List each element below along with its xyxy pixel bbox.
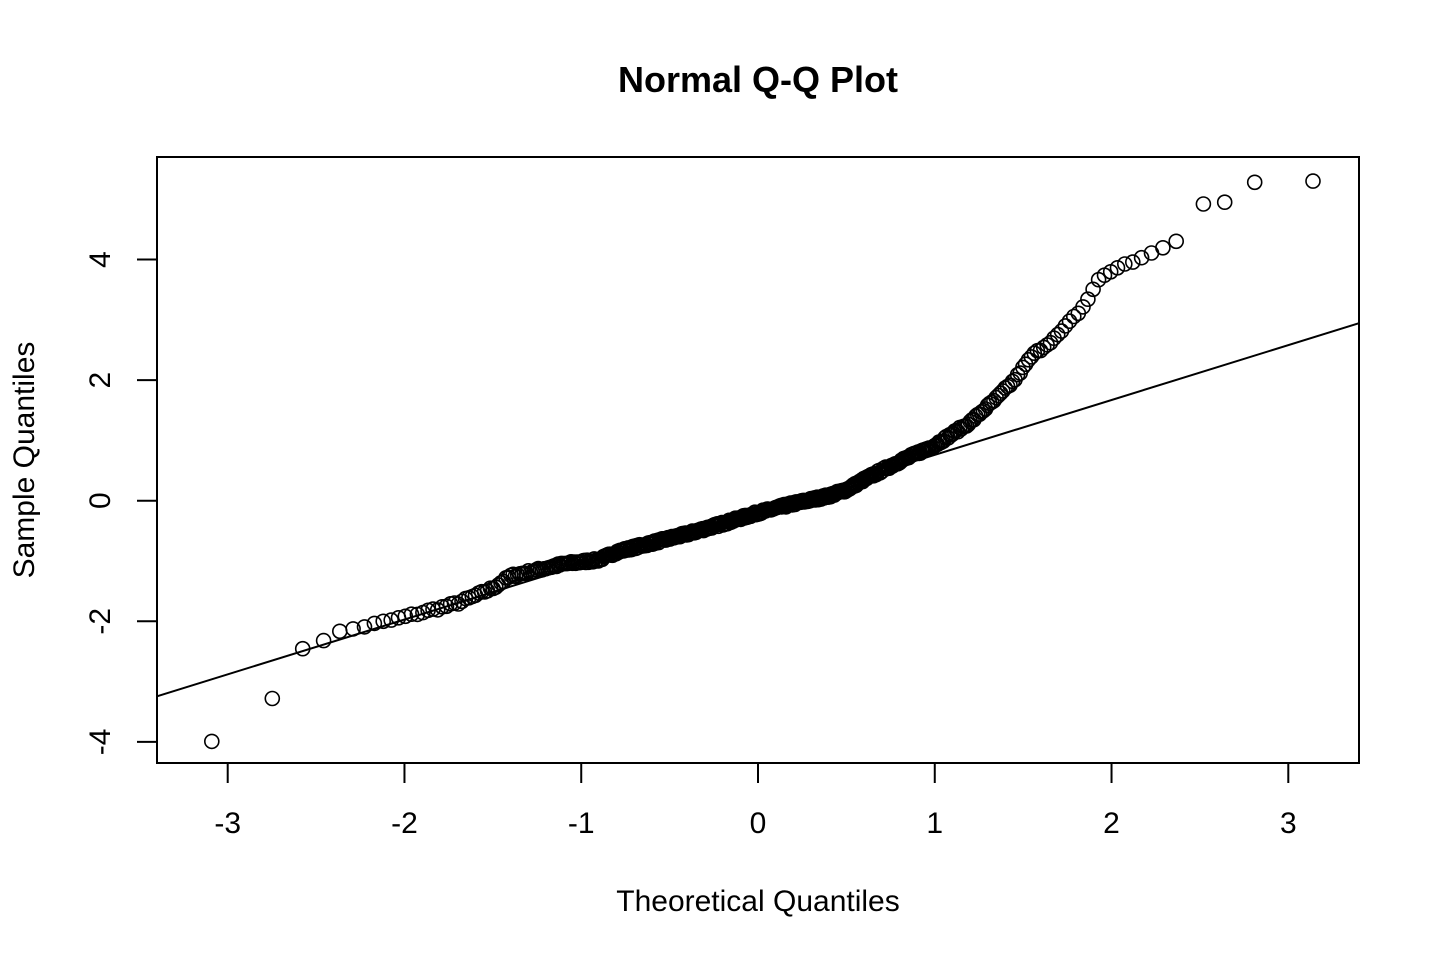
x-tick-label: -2	[391, 807, 418, 840]
data-point	[1075, 299, 1091, 315]
x-tick-label: 2	[1103, 807, 1120, 840]
data-points	[204, 173, 1321, 750]
y-axis-label: Sample Quantiles	[8, 342, 41, 579]
data-point	[1002, 377, 1018, 394]
x-tick-label: 3	[1280, 807, 1297, 840]
y-tick-label: -2	[84, 608, 117, 635]
y-tick-label: -4	[84, 729, 117, 756]
x-axis-label: Theoretical Quantiles	[616, 885, 899, 918]
data-point	[375, 613, 392, 630]
y-tick-label: 0	[84, 492, 117, 509]
data-point	[1080, 291, 1096, 308]
data-point	[1049, 326, 1066, 343]
data-point	[204, 733, 220, 750]
data-point	[438, 598, 455, 615]
data-point	[366, 615, 383, 632]
data-point	[1109, 259, 1126, 276]
data-point	[1053, 323, 1070, 339]
data-point	[1133, 249, 1150, 266]
data-point	[294, 640, 311, 657]
data-point	[1125, 254, 1141, 270]
data-point	[487, 579, 504, 596]
data-point	[1066, 308, 1082, 325]
data-point	[1216, 194, 1233, 210]
x-axis: -3 -2 -1 0 1 2 3	[214, 762, 1297, 840]
y-tick-label: 4	[84, 251, 117, 268]
data-point	[315, 632, 332, 649]
data-point	[1117, 256, 1133, 272]
y-tick-label: 2	[84, 372, 117, 389]
data-point	[356, 619, 373, 635]
x-tick-label: -1	[568, 807, 595, 840]
data-point	[1195, 196, 1212, 212]
data-point	[383, 612, 400, 628]
x-tick-label: 1	[926, 807, 943, 840]
data-point	[429, 602, 446, 618]
data-point	[331, 623, 348, 640]
data-point	[971, 406, 988, 423]
data-point	[403, 606, 420, 623]
x-tick-label: -3	[214, 807, 241, 840]
data-point	[1155, 240, 1171, 256]
data-point	[1085, 281, 1101, 298]
y-axis: -4 -2 0 2 4	[84, 251, 158, 756]
data-point	[345, 621, 361, 637]
data-point	[397, 608, 414, 625]
chart-title: Normal Q-Q Plot	[618, 59, 898, 100]
data-point	[1305, 173, 1321, 189]
data-point	[1057, 318, 1074, 334]
data-point	[264, 690, 281, 707]
data-point	[1061, 313, 1078, 330]
data-point	[1168, 233, 1184, 250]
x-tick-label: 0	[750, 807, 767, 840]
data-point	[1246, 174, 1263, 191]
